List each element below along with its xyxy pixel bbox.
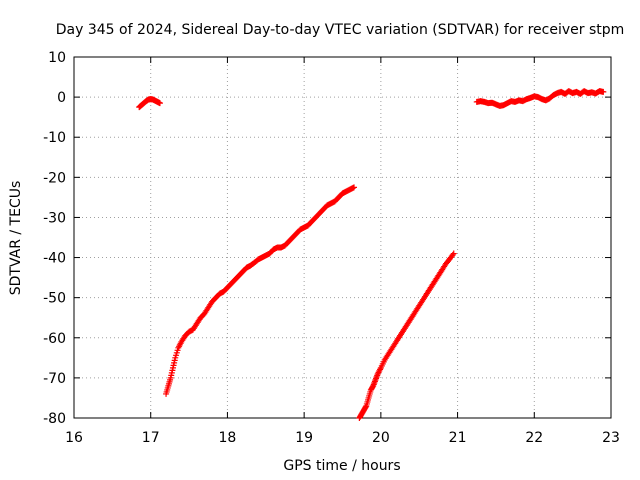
plot-frame <box>73 56 612 419</box>
x-tick-label: 21 <box>449 430 467 446</box>
data-markers <box>136 88 607 421</box>
y-tick-label: -70 <box>43 371 66 387</box>
data-point-marker <box>449 251 456 258</box>
series-segment-2 <box>163 184 358 397</box>
data-point-marker <box>156 100 163 107</box>
series-segment-4 <box>473 88 607 109</box>
y-tick-label: 0 <box>57 90 66 106</box>
y-tick-label: 10 <box>48 50 66 66</box>
y-tick-label: -30 <box>43 210 66 226</box>
x-axis-ticks: 16 17 18 19 20 21 22 23 <box>65 57 620 446</box>
y-tick-label: -10 <box>43 130 66 146</box>
x-tick-label: 22 <box>525 430 543 446</box>
x-tick-label: 18 <box>219 430 237 446</box>
y-tick-label: -20 <box>43 170 66 186</box>
x-tick-label: 20 <box>372 430 390 446</box>
y-tick-label: -60 <box>43 331 66 347</box>
x-tick-label: 17 <box>142 430 160 446</box>
series-segment-1 <box>136 96 163 111</box>
y-tick-label: -50 <box>43 291 66 307</box>
y-axis-ticks: 10 0 -10 -20 -30 -40 -50 -60 -70 -80 <box>43 50 611 427</box>
data-point-marker <box>450 250 457 257</box>
grid-lines <box>74 57 611 418</box>
data-point-marker <box>351 184 358 191</box>
y-tick-label: -40 <box>43 251 66 267</box>
series-segment-3 <box>356 250 457 421</box>
chart-title: Day 345 of 2024, Sidereal Day-to-day VTE… <box>56 22 625 38</box>
data-point-marker <box>600 88 607 95</box>
y-tick-label: -80 <box>43 411 66 427</box>
x-tick-label: 23 <box>602 430 620 446</box>
x-tick-label: 19 <box>295 430 313 446</box>
x-axis-label: GPS time / hours <box>283 458 400 474</box>
y-axis-label: SDTVAR / TECUs <box>8 181 24 296</box>
x-tick-label: 16 <box>65 430 83 446</box>
